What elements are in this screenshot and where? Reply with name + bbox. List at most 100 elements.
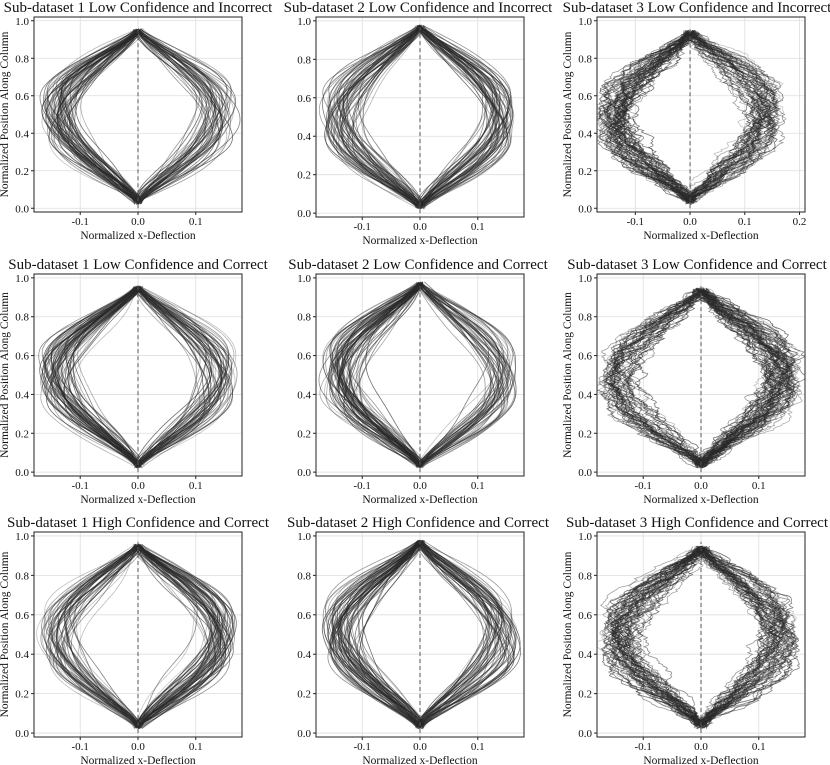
- deflection-trace: [137, 546, 222, 727]
- deflection-trace: [338, 540, 425, 727]
- y-axis-label: Normalized Position Along Column: [0, 31, 11, 197]
- x-axis-label: Normalized x-Deflection: [643, 494, 759, 506]
- deflection-trace: [418, 282, 502, 464]
- deflection-trace: [134, 547, 234, 728]
- y-tick-label: 0.2: [297, 689, 311, 701]
- x-tick-label: 0.1: [189, 741, 203, 753]
- deflection-trace: [63, 30, 144, 205]
- deflection-trace: [44, 31, 142, 201]
- deflection-trace: [607, 291, 704, 467]
- x-tick-label: 0.1: [471, 741, 485, 753]
- deflection-trace: [602, 546, 704, 729]
- deflection-trace: [136, 287, 231, 469]
- y-tick-label: 0.2: [297, 170, 311, 182]
- deflection-trace: [337, 26, 421, 210]
- x-axis-label: Normalized x-Deflection: [643, 755, 759, 765]
- x-axis-label: Normalized x-Deflection: [362, 494, 478, 506]
- deflection-trace: [136, 30, 237, 202]
- deflection-trace: [417, 25, 512, 206]
- subplot-8: -0.1 0.0 0.1 0.0 0.2 0.4 0.6 0.8 1.0Sub-dataset …: [287, 515, 550, 765]
- deflection-trace: [62, 543, 143, 727]
- deflection-trace: [697, 290, 797, 466]
- deflection-trace: [48, 544, 141, 729]
- y-tick-label: 0.4: [578, 128, 592, 140]
- deflection-trace: [134, 546, 213, 727]
- deflection-trace: [55, 30, 140, 205]
- deflection-trace: [346, 281, 422, 465]
- deflection-trace: [685, 30, 780, 200]
- deflection-trace: [419, 540, 502, 726]
- deflection-trace: [135, 287, 208, 465]
- deflection-trace: [359, 25, 424, 208]
- deflection-trace: [135, 288, 222, 466]
- deflection-trace: [59, 30, 140, 205]
- deflection-trace: [628, 291, 708, 465]
- deflection-trace: [603, 545, 704, 724]
- trace-group: [318, 281, 517, 469]
- deflection-trace: [337, 542, 419, 724]
- deflection-trace: [59, 30, 141, 203]
- x-tick-label: -0.1: [635, 741, 652, 753]
- deflection-trace: [700, 288, 789, 469]
- deflection-trace: [135, 29, 207, 205]
- deflection-trace: [418, 27, 498, 209]
- deflection-trace: [417, 27, 505, 209]
- deflection-trace: [327, 539, 424, 727]
- subplot-title: Sub-dataset 3 Low Confidence and Incorre…: [563, 0, 830, 16]
- deflection-trace: [135, 285, 211, 469]
- deflection-trace: [417, 25, 488, 206]
- x-tick-label: 0.0: [131, 216, 145, 228]
- x-tick-label: 0.0: [131, 741, 145, 753]
- deflection-trace: [357, 284, 424, 466]
- deflection-trace: [342, 28, 422, 204]
- deflection-trace: [328, 26, 420, 210]
- deflection-trace: [696, 547, 782, 728]
- deflection-trace: [331, 542, 422, 725]
- deflection-trace: [346, 26, 423, 206]
- deflection-trace: [134, 31, 214, 204]
- deflection-trace: [139, 286, 238, 465]
- deflection-trace: [616, 547, 704, 729]
- deflection-trace: [613, 549, 708, 729]
- deflection-trace: [597, 29, 692, 203]
- deflection-trace: [687, 30, 773, 202]
- deflection-trace: [695, 289, 805, 469]
- deflection-trace: [686, 31, 765, 203]
- deflection-trace: [65, 544, 140, 726]
- deflection-trace: [338, 24, 421, 207]
- deflection-trace: [598, 31, 691, 201]
- deflection-trace: [695, 290, 795, 469]
- y-tick-label: 0.2: [578, 166, 592, 178]
- deflection-trace: [337, 285, 420, 468]
- deflection-trace: [134, 544, 214, 725]
- deflection-trace: [685, 30, 775, 205]
- deflection-trace: [419, 282, 510, 466]
- deflection-trace: [416, 281, 504, 467]
- deflection-trace: [692, 31, 770, 203]
- deflection-trace: [415, 540, 489, 728]
- deflection-trace: [612, 30, 698, 204]
- x-tick-label: 0.0: [413, 221, 427, 233]
- trace-group: [39, 28, 241, 205]
- deflection-trace: [47, 29, 141, 200]
- deflection-trace: [417, 283, 495, 467]
- y-tick-label: 0.6: [578, 91, 592, 103]
- deflection-trace: [134, 286, 225, 467]
- deflection-trace: [318, 283, 421, 469]
- deflection-trace: [630, 547, 703, 728]
- deflection-trace: [338, 542, 423, 727]
- deflection-trace: [137, 286, 208, 469]
- deflection-trace: [49, 545, 140, 728]
- deflection-trace: [417, 24, 513, 205]
- deflection-trace: [603, 30, 690, 204]
- deflection-trace: [336, 283, 422, 464]
- deflection-trace: [418, 543, 512, 729]
- deflection-trace: [417, 26, 508, 209]
- deflection-trace: [352, 27, 420, 204]
- deflection-trace: [338, 285, 424, 464]
- deflection-trace: [137, 28, 230, 203]
- y-tick-label: 0.8: [15, 53, 29, 65]
- deflection-trace: [136, 287, 233, 468]
- deflection-trace: [418, 27, 512, 206]
- deflection-trace: [688, 30, 784, 205]
